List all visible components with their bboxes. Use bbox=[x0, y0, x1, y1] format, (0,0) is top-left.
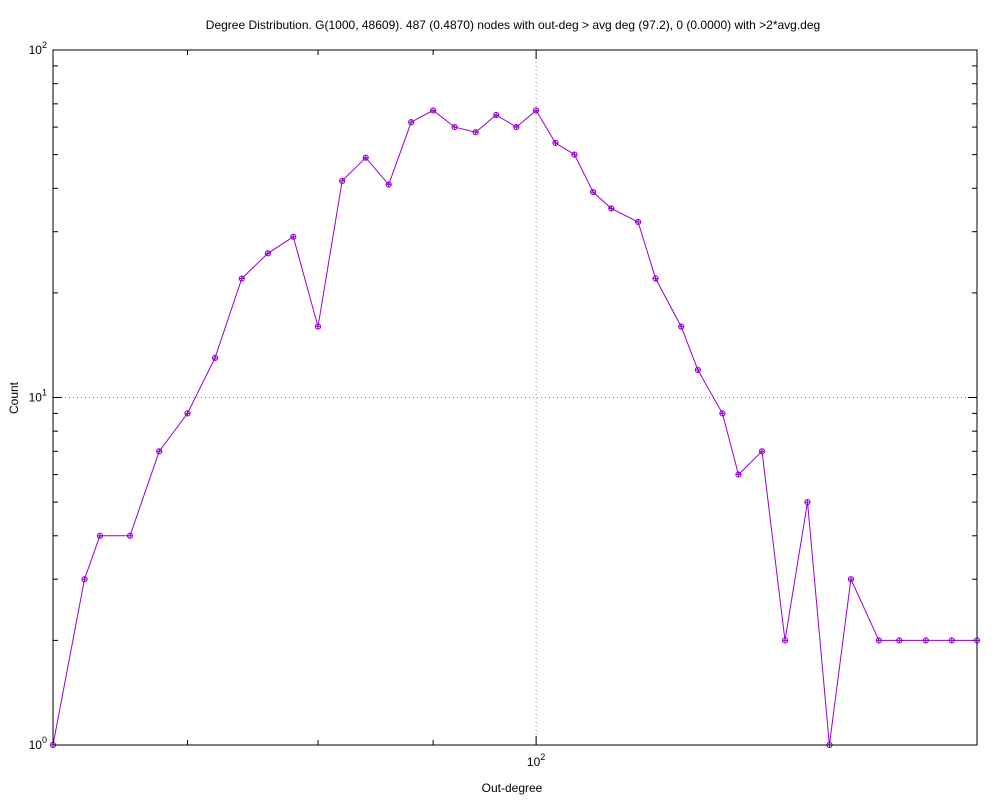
grid-lines bbox=[53, 50, 977, 745]
data-point bbox=[694, 366, 701, 374]
axis-ticks bbox=[53, 49, 977, 746]
data-point bbox=[781, 637, 789, 644]
y-axis-label: Count bbox=[7, 381, 21, 414]
series-lines bbox=[52, 109, 977, 746]
data-point bbox=[875, 637, 882, 644]
y-tick-label: 101 bbox=[29, 388, 47, 405]
x-axis-label: Out-degree bbox=[482, 781, 543, 795]
data-point bbox=[589, 189, 597, 196]
tick-labels: 100 101 102 102 bbox=[29, 40, 546, 769]
data-point bbox=[922, 637, 929, 644]
series-line bbox=[52, 109, 977, 746]
data-point bbox=[678, 323, 685, 330]
data-point bbox=[896, 637, 903, 644]
data-point bbox=[408, 119, 415, 126]
data-point bbox=[493, 111, 500, 119]
data-point bbox=[184, 410, 191, 417]
data-point bbox=[451, 123, 458, 131]
data-point bbox=[652, 275, 659, 282]
data-point bbox=[804, 499, 811, 506]
data-point bbox=[96, 532, 104, 539]
data-point bbox=[719, 410, 726, 417]
data-point bbox=[81, 576, 88, 583]
data-point bbox=[430, 107, 437, 114]
y-tick-label: 100 bbox=[29, 735, 47, 752]
data-point bbox=[385, 181, 392, 188]
data-point bbox=[608, 205, 615, 212]
data-point bbox=[735, 471, 742, 478]
data-point bbox=[126, 532, 134, 539]
data-point bbox=[156, 448, 163, 455]
plot-frame bbox=[52, 49, 978, 746]
data-point bbox=[211, 354, 219, 362]
series-markers bbox=[49, 107, 981, 749]
data-point bbox=[847, 576, 855, 583]
data-point bbox=[635, 218, 642, 226]
data-point bbox=[238, 275, 245, 282]
data-point bbox=[533, 107, 540, 114]
data-point bbox=[264, 250, 271, 257]
data-point bbox=[948, 637, 955, 644]
data-point bbox=[513, 123, 520, 131]
data-point bbox=[552, 139, 559, 147]
data-point bbox=[758, 448, 766, 455]
chart-title: Degree Distribution. G(1000, 48609). 487… bbox=[206, 18, 820, 32]
y-tick-label: 102 bbox=[29, 40, 47, 57]
data-point bbox=[472, 129, 479, 136]
data-point bbox=[314, 323, 322, 330]
data-point bbox=[362, 154, 369, 161]
x-tick-label: 102 bbox=[527, 752, 545, 769]
data-point bbox=[290, 233, 297, 240]
data-point bbox=[339, 177, 346, 185]
data-point bbox=[571, 151, 578, 158]
